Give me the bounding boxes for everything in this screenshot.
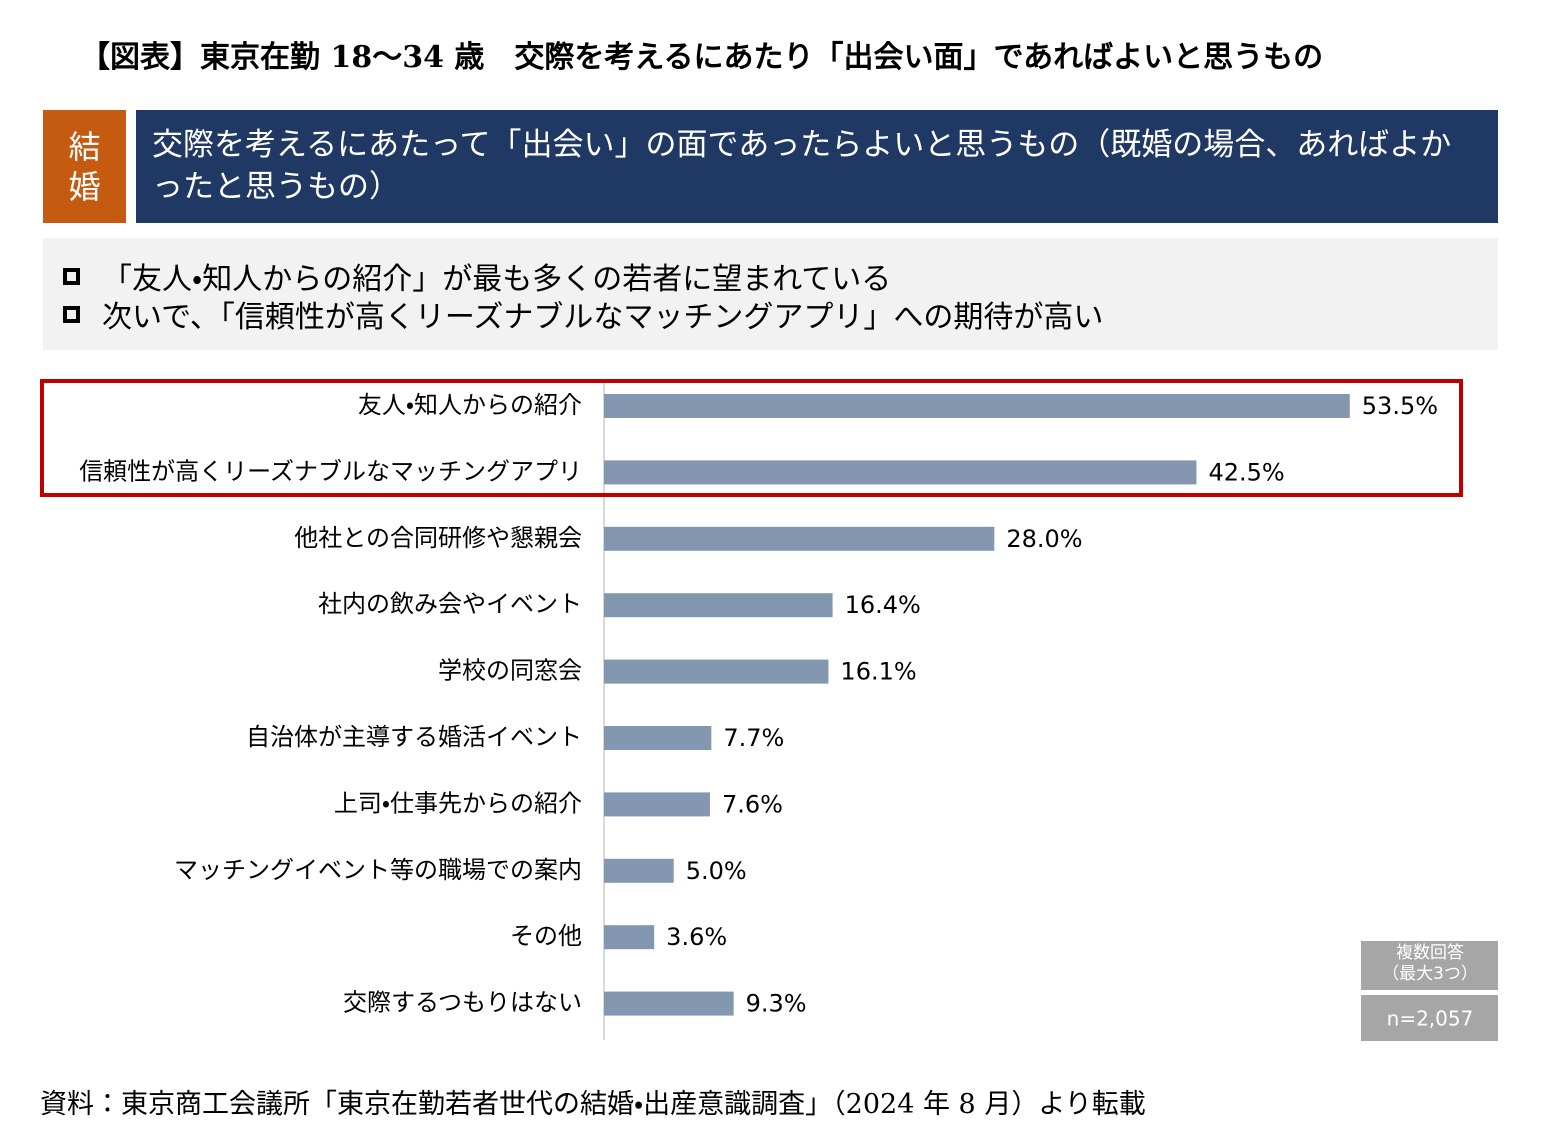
bar	[604, 858, 674, 883]
category-label: その他	[510, 922, 582, 950]
bar	[604, 394, 1350, 418]
bullet-box	[63, 267, 80, 285]
category-label: マッチングイベント等の職場での案内	[174, 856, 582, 884]
banner-tag: 結婚	[43, 110, 126, 223]
category-label: 他社との合同研修や懇親会	[294, 524, 582, 552]
bullet-text: 「友人・知人からの紹介」が最も多くの若者に望まれている	[102, 262, 892, 297]
sample-box	[1361, 995, 1498, 1041]
value-label: 5.0%	[686, 857, 747, 885]
bullet: 「友人・知人からの紹介」が最も多くの若者に望まれている	[63, 254, 891, 298]
value-label: 16.4%	[845, 591, 921, 619]
sample-text: n=2,057	[1387, 1007, 1474, 1031]
value-label: 53.5%	[1362, 392, 1438, 420]
bullet-box	[63, 305, 80, 323]
category-label: 上司・仕事先からの紹介	[334, 789, 582, 817]
value-label: 9.3%	[746, 990, 807, 1018]
note-text: 複数回答	[1396, 942, 1464, 963]
summary-box: 「友人・知人からの紹介」が最も多くの若者に望まれている 次いで、「信頼性が高くリ…	[43, 238, 1498, 350]
bar	[604, 726, 712, 750]
note-text: （最大3つ）	[1382, 964, 1478, 984]
category-label: 交際するつもりはない	[343, 989, 582, 1017]
page-title: 【図表】東京在勤 18～34 歳 交際を考えるにあたり「出会い面」であればよいと…	[80, 40, 1324, 75]
bullet-text: 次いで、「信頼性が高くリーズナブルなマッチングアプリ」への期待が高い	[102, 300, 1104, 335]
value-label: 16.1%	[840, 658, 916, 686]
value-label: 3.6%	[666, 923, 727, 951]
bar	[604, 925, 655, 950]
bar	[604, 526, 995, 551]
value-label: 7.7%	[723, 724, 784, 752]
highlight-box	[40, 379, 1463, 497]
bar	[604, 792, 710, 817]
source: 資料：東京商工会議所「東京在勤若者世代の結婚・出産意識調査」（2024 年 8 …	[40, 1089, 1146, 1120]
bullet: 次いで、「信頼性が高くリーズナブルなマッチングアプリ」への期待が高い	[63, 292, 1103, 336]
banner: 交際を考えるにあたって「出会い」の面であったらよいと思うもの（既婚の場合、あれば…	[136, 110, 1498, 223]
value-label: 28.0%	[1006, 525, 1082, 553]
bar	[604, 460, 1197, 485]
bar	[604, 991, 734, 1016]
category-label: 友人・知人からの紹介	[358, 391, 582, 419]
category-label: 学校の同窓会	[438, 657, 582, 685]
bar	[604, 593, 833, 618]
tag-text: 結婚	[68, 127, 101, 206]
note-box	[1361, 941, 1498, 990]
banner-text: 交際を考えるにあたって「出会い」の面であったらよいと思うもの（既婚の場合、あれば…	[152, 127, 1452, 205]
value-label: 42.5%	[1208, 458, 1284, 486]
value-label: 7.6%	[722, 790, 783, 818]
category-label: 自治体が主導する婚活イベント	[246, 723, 582, 751]
category-label: 信頼性が高くリーズナブルなマッチングアプリ	[79, 457, 582, 485]
category-label: 社内の飲み会やイベント	[318, 590, 582, 618]
bar	[604, 659, 829, 684]
